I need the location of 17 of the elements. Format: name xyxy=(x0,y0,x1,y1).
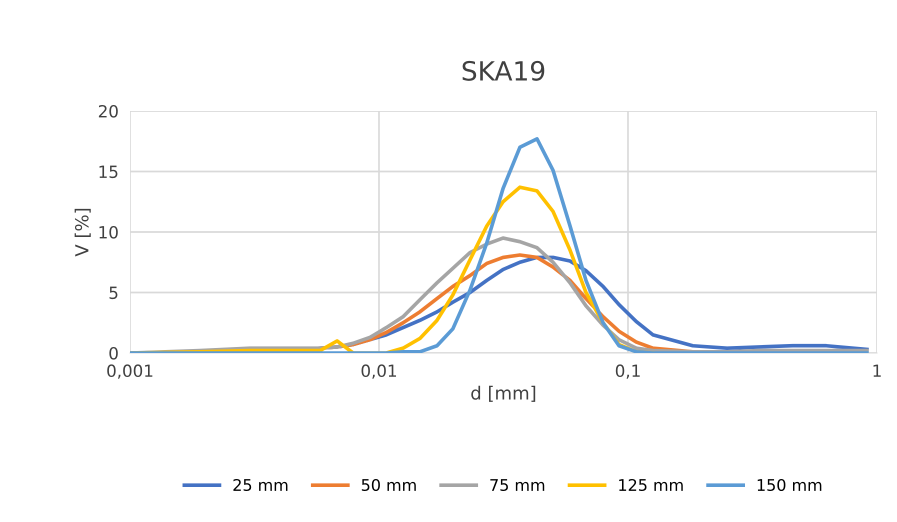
legend-label: 25 mm xyxy=(233,478,288,492)
x-tick-label: 0,01 xyxy=(362,364,396,379)
x-tick-label: 0,001 xyxy=(107,364,152,379)
x-tick-label: 1 xyxy=(874,364,881,377)
chart-title: SKA19 xyxy=(462,60,544,81)
legend-label: 125 mm xyxy=(619,478,683,492)
y-tick-label: 5 xyxy=(110,286,118,300)
y-tick-label: 20 xyxy=(98,104,118,118)
x-tick-label: 0,1 xyxy=(616,364,640,379)
y-axis-title: V [%] xyxy=(74,208,91,257)
legend-label: 50 mm xyxy=(362,478,416,492)
y-tick-label: 15 xyxy=(100,166,118,178)
legend-label: 150 mm xyxy=(758,478,822,492)
y-tick-label: 10 xyxy=(100,226,118,239)
legend-label: 75 mm xyxy=(490,479,544,492)
x-axis-title: d [mm] xyxy=(471,386,536,402)
y-tick-label: 0 xyxy=(109,346,118,360)
